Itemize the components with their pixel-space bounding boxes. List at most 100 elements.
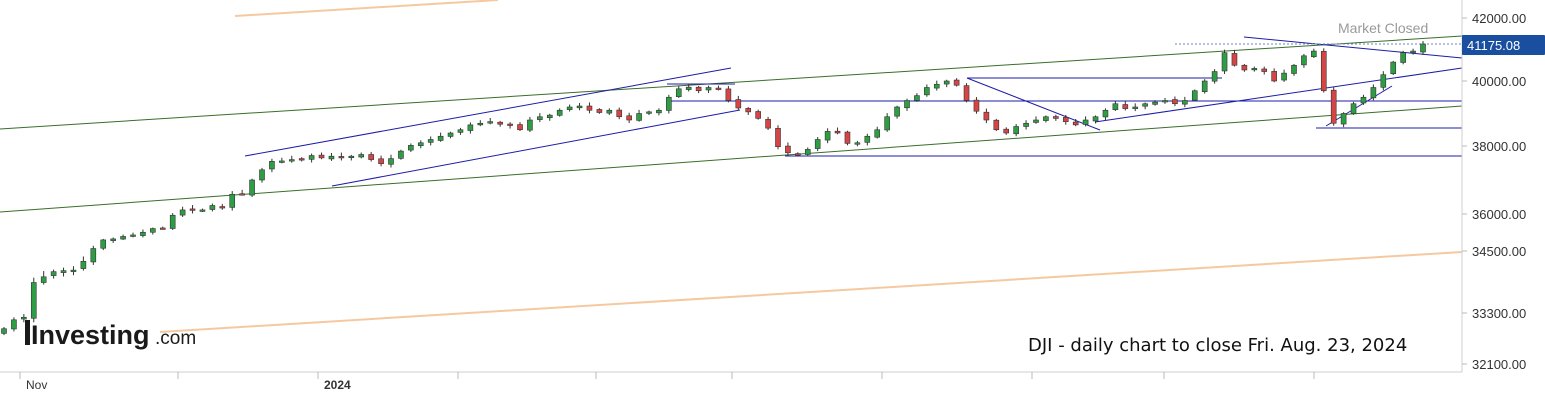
y-tick-label: 32100.00: [1472, 357, 1526, 372]
candle: [795, 152, 801, 156]
candle-body-up: [656, 109, 662, 114]
candle: [1301, 53, 1307, 68]
candle-body-down: [973, 99, 980, 112]
candle: [269, 158, 275, 173]
candle: [417, 140, 424, 149]
candle: [1390, 60, 1397, 76]
candle-body-down: [616, 109, 623, 118]
candle: [695, 85, 702, 94]
chart-caption: DJI - daily chart to close Fri. Aug. 23,…: [1028, 335, 1407, 356]
candle: [715, 85, 722, 91]
candle-body-up: [1380, 74, 1387, 88]
candle: [378, 155, 384, 167]
candle-body-up: [1400, 52, 1406, 63]
candle: [130, 232, 136, 238]
candle: [933, 80, 940, 91]
candle: [398, 149, 404, 160]
candle: [1023, 120, 1029, 130]
last-price-tag-bg: [1462, 35, 1545, 55]
last-price-tag: 41175.08: [1462, 35, 1545, 55]
candle: [1172, 96, 1178, 107]
candle: [219, 203, 226, 210]
candle: [765, 116, 771, 131]
channel-lower: [331, 109, 741, 187]
candle-body-up: [50, 271, 57, 276]
candle-body-up: [1092, 116, 1099, 122]
candle-body-up: [537, 116, 543, 120]
candle-body-up: [1082, 119, 1089, 125]
y-tick-label: 33300.00: [1472, 306, 1526, 321]
candle: [279, 157, 285, 164]
candle-body-up: [328, 155, 335, 160]
candle-body-up: [854, 142, 861, 145]
candle-body-up: [150, 228, 156, 233]
candle: [328, 153, 335, 161]
candle: [408, 143, 414, 153]
candle: [1360, 94, 1367, 105]
candle-body-down: [725, 88, 732, 101]
candle: [229, 191, 236, 211]
candle: [1410, 48, 1416, 55]
candle-body-up: [308, 155, 315, 160]
candle-body-up: [348, 155, 355, 158]
candle: [1013, 124, 1019, 137]
candle: [884, 113, 890, 132]
candle-body-up: [1112, 103, 1119, 110]
candle-body-down: [834, 130, 841, 134]
candle: [487, 117, 494, 125]
candle-body-down: [983, 111, 990, 121]
candle: [338, 152, 345, 161]
candle-body-down: [586, 105, 593, 111]
candle: [1072, 118, 1079, 127]
candle: [775, 125, 781, 150]
candle-body-up: [209, 205, 216, 210]
candle: [785, 142, 791, 156]
candle-body-down: [368, 154, 374, 160]
y-axis: 42000.00 40000.00 38000.00 36000.00 34500.00…: [1461, 0, 1526, 372]
candle: [1182, 96, 1188, 108]
candle-body-up: [933, 83, 940, 89]
candle: [646, 110, 652, 115]
candle-body-up: [80, 261, 87, 269]
candle: [1251, 66, 1258, 72]
candle-body-down: [1261, 68, 1268, 72]
candle: [169, 213, 176, 230]
candle-body-up: [576, 105, 583, 109]
candle: [1043, 115, 1049, 123]
candle-body-up: [140, 231, 146, 236]
candle-body-up: [814, 139, 821, 149]
candle-body-down: [159, 227, 166, 230]
candle: [30, 277, 37, 323]
candle: [983, 108, 990, 124]
candle-body-down: [596, 109, 603, 113]
candle-body-up: [199, 209, 206, 212]
candle-body-down: [497, 121, 503, 125]
candle: [40, 271, 47, 285]
candle: [1003, 127, 1010, 135]
candle: [1271, 68, 1277, 83]
candle-body-up: [1142, 103, 1148, 107]
trendlines-layer: [0, 0, 1463, 333]
candle: [626, 112, 632, 124]
candle: [80, 256, 87, 271]
trendline-green-upper: [0, 35, 1463, 130]
candle: [953, 78, 960, 87]
wedge-upper: [1243, 36, 1463, 59]
candle-body-down: [626, 115, 632, 121]
candle-body-up: [675, 88, 682, 97]
candle-body-up: [1291, 64, 1297, 74]
candle-body-up: [606, 109, 613, 114]
candle: [1033, 116, 1039, 124]
candle-body-up: [705, 87, 712, 91]
candle-body-down: [844, 131, 851, 144]
candle: [874, 126, 881, 139]
candle-body-down: [1330, 89, 1337, 124]
candle: [189, 205, 196, 214]
candle: [596, 108, 603, 114]
candle: [199, 208, 206, 213]
market-status-label: Market Closed: [1338, 20, 1428, 36]
candle: [21, 314, 27, 323]
candle: [1400, 50, 1406, 65]
candle-body-up: [437, 135, 444, 141]
candle-body-down: [1271, 71, 1277, 82]
